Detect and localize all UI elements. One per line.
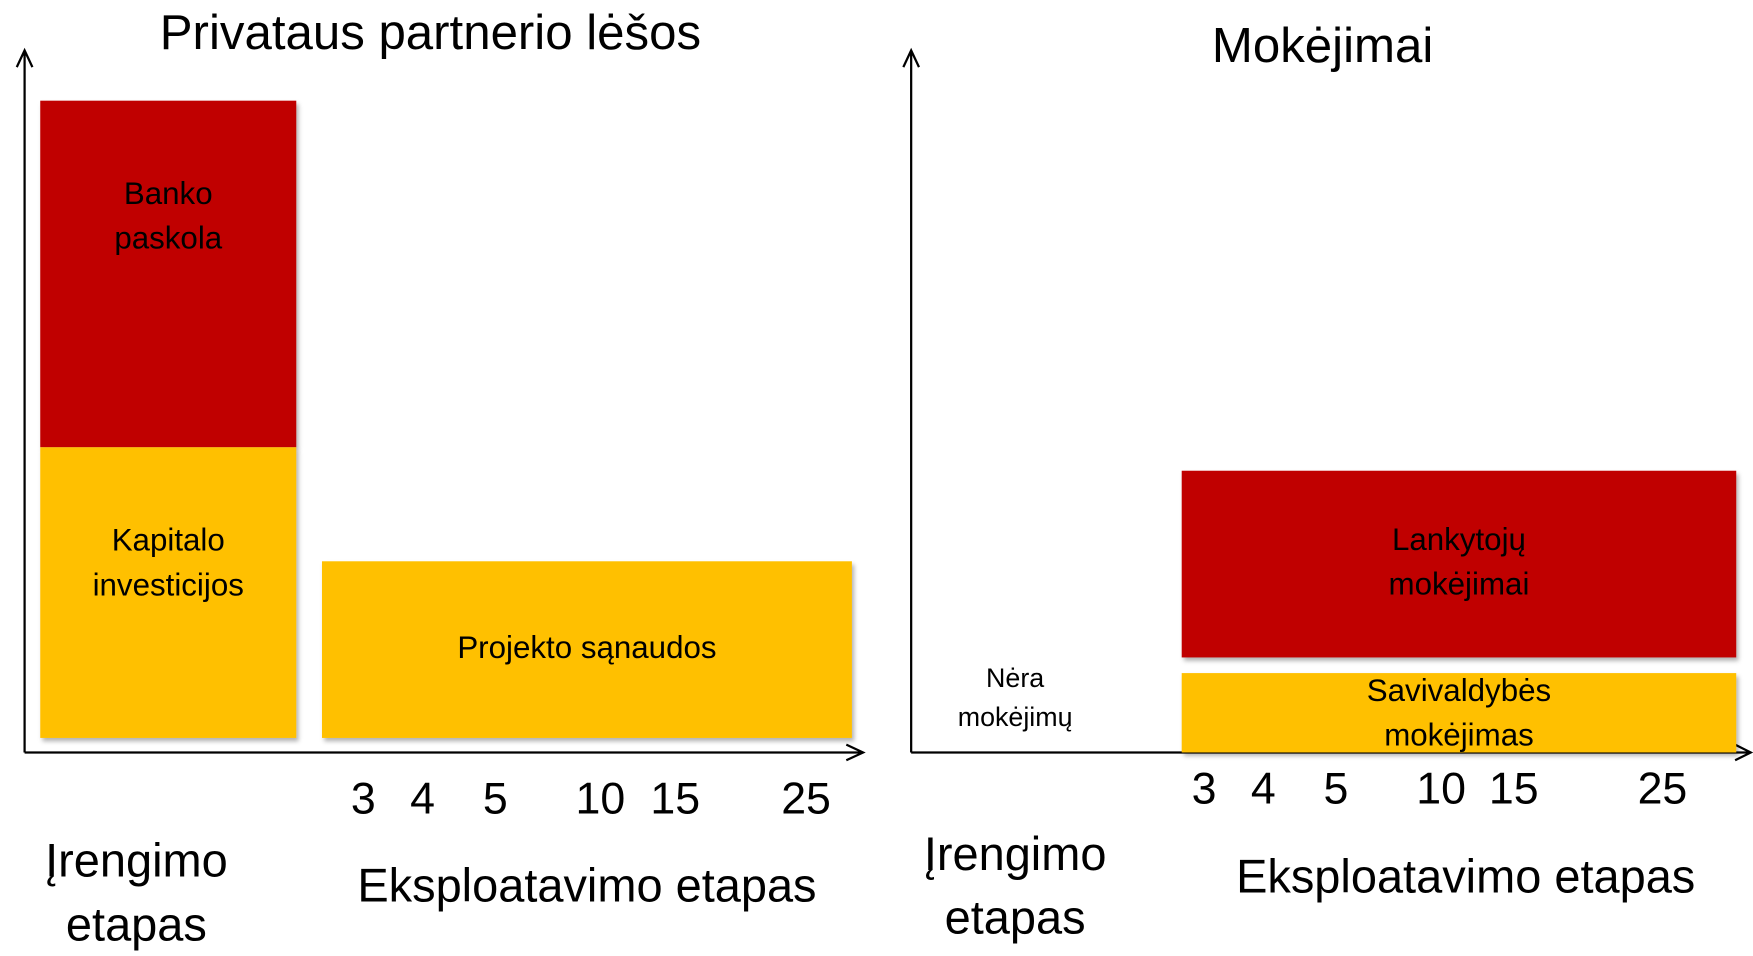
note: Nėra	[986, 663, 1044, 693]
block-label: Banko	[124, 176, 213, 211]
block-label: mokėjimai	[1389, 567, 1530, 602]
block	[40, 100, 297, 448]
panel-title: Mokėjimai	[1212, 18, 1433, 73]
block	[321, 561, 852, 738]
block	[1181, 673, 1737, 753]
tick-label: 3	[351, 774, 376, 823]
right-axes	[902, 47, 1753, 762]
tick-label: 5	[483, 774, 508, 823]
block-label: Projekto sąnaudos	[457, 630, 716, 665]
phase-label: Eksploatavimo etapas	[357, 858, 816, 911]
tick-label: 3	[1192, 764, 1217, 813]
left-axes	[15, 47, 866, 762]
tick-label: 25	[1638, 764, 1688, 813]
block-label: paskola	[114, 221, 222, 256]
block-label: Lankytojų	[1392, 522, 1526, 557]
tick-label: 5	[1324, 764, 1349, 813]
tick-label: 4	[1251, 764, 1276, 813]
block	[40, 447, 297, 738]
tick-label: 10	[575, 774, 625, 823]
axes	[15, 47, 1753, 762]
note: mokėjimų	[958, 702, 1073, 732]
phase-label: Įrengimo	[924, 827, 1107, 880]
tick-label: 4	[410, 774, 435, 823]
block	[1181, 470, 1737, 658]
panel-title: Privataus partnerio lėšos	[160, 5, 701, 60]
phase-label: etapas	[66, 897, 207, 950]
block-label: investicijos	[93, 567, 244, 602]
block-label: Kapitalo	[112, 523, 225, 558]
block-label: Savivaldybės	[1367, 673, 1551, 708]
phase-label: Eksploatavimo etapas	[1236, 849, 1695, 902]
tick-label: 15	[650, 774, 700, 823]
phase-label: etapas	[945, 891, 1086, 944]
block-label: mokėjimas	[1384, 718, 1534, 753]
tick-label: 10	[1416, 764, 1466, 813]
tick-label: 15	[1489, 764, 1539, 813]
tick-label: 25	[781, 774, 831, 823]
phase-label: Įrengimo	[45, 834, 228, 887]
